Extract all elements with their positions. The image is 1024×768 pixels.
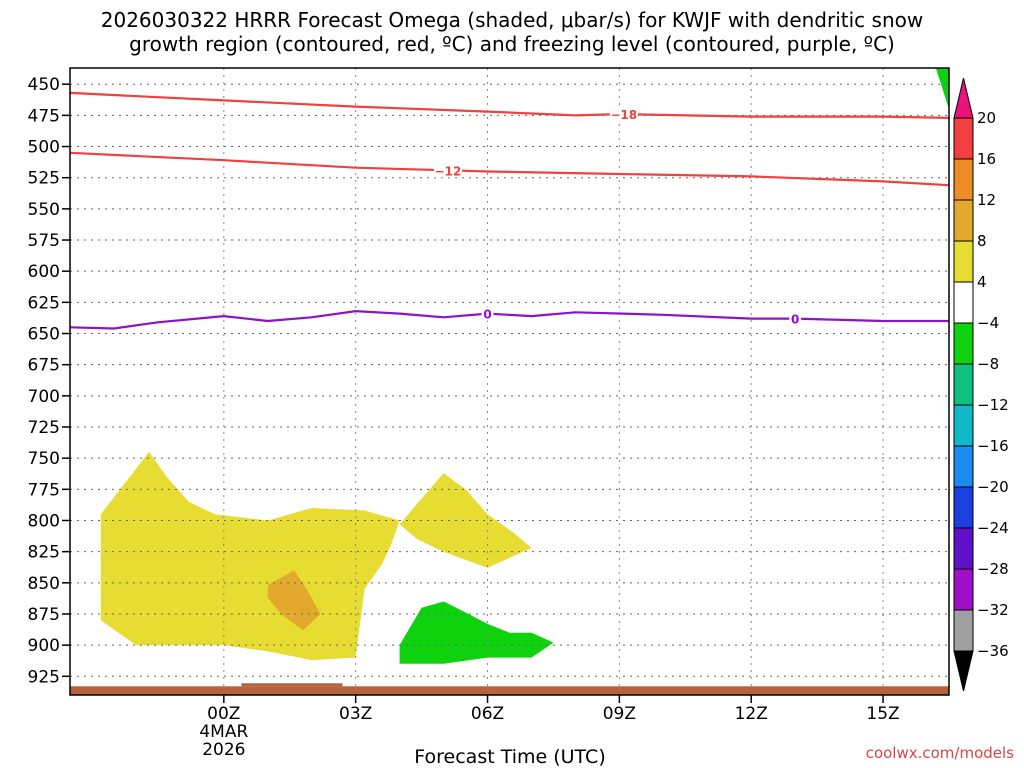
y-tick-label-475: 475: [28, 106, 60, 126]
x-axis-label: Forecast Time (UTC): [414, 746, 605, 768]
y-tick-label-575: 575: [28, 231, 60, 251]
y-tick-label-875: 875: [28, 605, 60, 625]
contour-dgz-minus12: [70, 151, 949, 187]
y-tick-label-500: 500: [28, 138, 60, 158]
contour-dgz-minus18: [70, 91, 949, 119]
y-tick-label-675: 675: [28, 356, 60, 376]
colorbar-box-8: [953, 445, 974, 488]
colorbar-label-11: −28: [977, 560, 1009, 578]
chart-title-line-1: 2026030322 HRRR Forecast Omega (shaded, …: [101, 8, 923, 32]
colorbar-label-10: −24: [977, 519, 1009, 537]
chart-title-line-2: growth region (contoured, red, ºC) and f…: [129, 32, 895, 56]
x-tick-label-15Z: 15Z: [866, 704, 899, 724]
colorbar-label-6: −8: [977, 355, 999, 373]
y-axis-pressure: 450 475 500 525 550 575 600 625 650 675 700 725 750 7…: [28, 75, 70, 687]
colorbar-bottom-arrow: [953, 650, 974, 692]
x-tick-date-day: 4MAR: [199, 722, 248, 742]
terrain: [70, 686, 949, 695]
colorbar-box-4: [953, 281, 974, 324]
y-tick-label-800: 800: [28, 511, 60, 531]
colorbar-box-3: [953, 240, 974, 283]
colorbar: 20 16 12 8 4 −4 −8 −12 −16 −20 −24 −28 −32 −36: [953, 77, 1009, 692]
colorbar-box-1: [953, 158, 974, 201]
colorbar-box-9: [953, 486, 974, 529]
omega-4to8-b: [399, 473, 532, 568]
y-tick-label-750: 750: [28, 449, 60, 469]
colorbar-box-6: [953, 363, 974, 406]
contour-label-bg: [481, 306, 494, 321]
y-tick-label-725: 725: [28, 418, 60, 438]
colorbar-label-12: −32: [977, 601, 1009, 619]
y-tick-label-825: 825: [28, 543, 60, 563]
colorbar-label-9: −20: [977, 478, 1009, 496]
omega-minus4to-8-topright: [935, 68, 949, 110]
y-tick-label-525: 525: [28, 169, 60, 189]
y-tick-label-625: 625: [28, 293, 60, 313]
x-tick-label-03Z: 03Z: [339, 704, 372, 724]
y-tick-label-550: 550: [28, 200, 60, 220]
contour-label-bg: [609, 107, 638, 122]
contour-label-freezing-level-0-2: 0: [791, 313, 799, 327]
contour-label-freezing-level-0: 0: [483, 308, 491, 322]
omega-shading-layer: [100, 68, 949, 664]
contour-freezing-level-0: [70, 309, 949, 330]
x-tick-label-09Z: 09Z: [603, 704, 636, 724]
y-tick-label-775: 775: [28, 480, 60, 500]
colorbar-box-0: [953, 117, 974, 160]
y-tick-label-700: 700: [28, 387, 60, 407]
omega-4to8-a: [100, 451, 400, 661]
omega-8to12: [267, 570, 321, 631]
contour-layer: [70, 91, 949, 330]
colorbar-box-5: [953, 322, 974, 365]
colorbar-box-7: [953, 404, 974, 447]
plot-frame: [69, 67, 950, 696]
contour-label-bg: [789, 311, 802, 326]
x-tick-date-year: 2026: [202, 740, 245, 760]
colorbar-label-7: −12: [977, 396, 1009, 414]
y-tick-label-900: 900: [28, 636, 60, 656]
x-tick-label-00Z: 00Z: [207, 704, 240, 724]
colorbar-box-11: [953, 568, 974, 611]
colorbar-top-arrow: [953, 77, 974, 119]
colorbar-label-0: 20: [977, 109, 996, 127]
colorbar-label-2: 12: [977, 191, 996, 209]
credit-link[interactable]: coolwx.com/models: [866, 744, 1014, 762]
colorbar-box-10: [953, 527, 974, 570]
terrain-bump: [241, 683, 343, 687]
y-tick-label-650: 650: [28, 325, 60, 345]
y-tick-label-850: 850: [28, 574, 60, 594]
colorbar-box-2: [953, 199, 974, 242]
y-tick-label-450: 450: [28, 75, 60, 95]
colorbar-label-5: −4: [977, 314, 999, 332]
colorbar-box-12: [953, 609, 974, 652]
contour-label-dgz-minus12: −12: [435, 164, 462, 178]
contour-label-dgz-minus18: −18: [610, 108, 637, 122]
contour-label-bg: [433, 163, 462, 178]
colorbar-label-8: −16: [977, 437, 1009, 455]
y-tick-label-925: 925: [28, 667, 60, 687]
colorbar-label-1: 16: [977, 150, 996, 168]
colorbar-label-4: 4: [977, 273, 987, 291]
x-tick-label-12Z: 12Z: [735, 704, 768, 724]
colorbar-label-3: 8: [977, 232, 987, 250]
colorbar-label-13: −36: [977, 642, 1009, 660]
y-tick-label-600: 600: [28, 262, 60, 282]
terrain-layer: [70, 683, 949, 695]
x-tick-label-06Z: 06Z: [471, 704, 504, 724]
omega-minus4to-8: [399, 601, 554, 664]
